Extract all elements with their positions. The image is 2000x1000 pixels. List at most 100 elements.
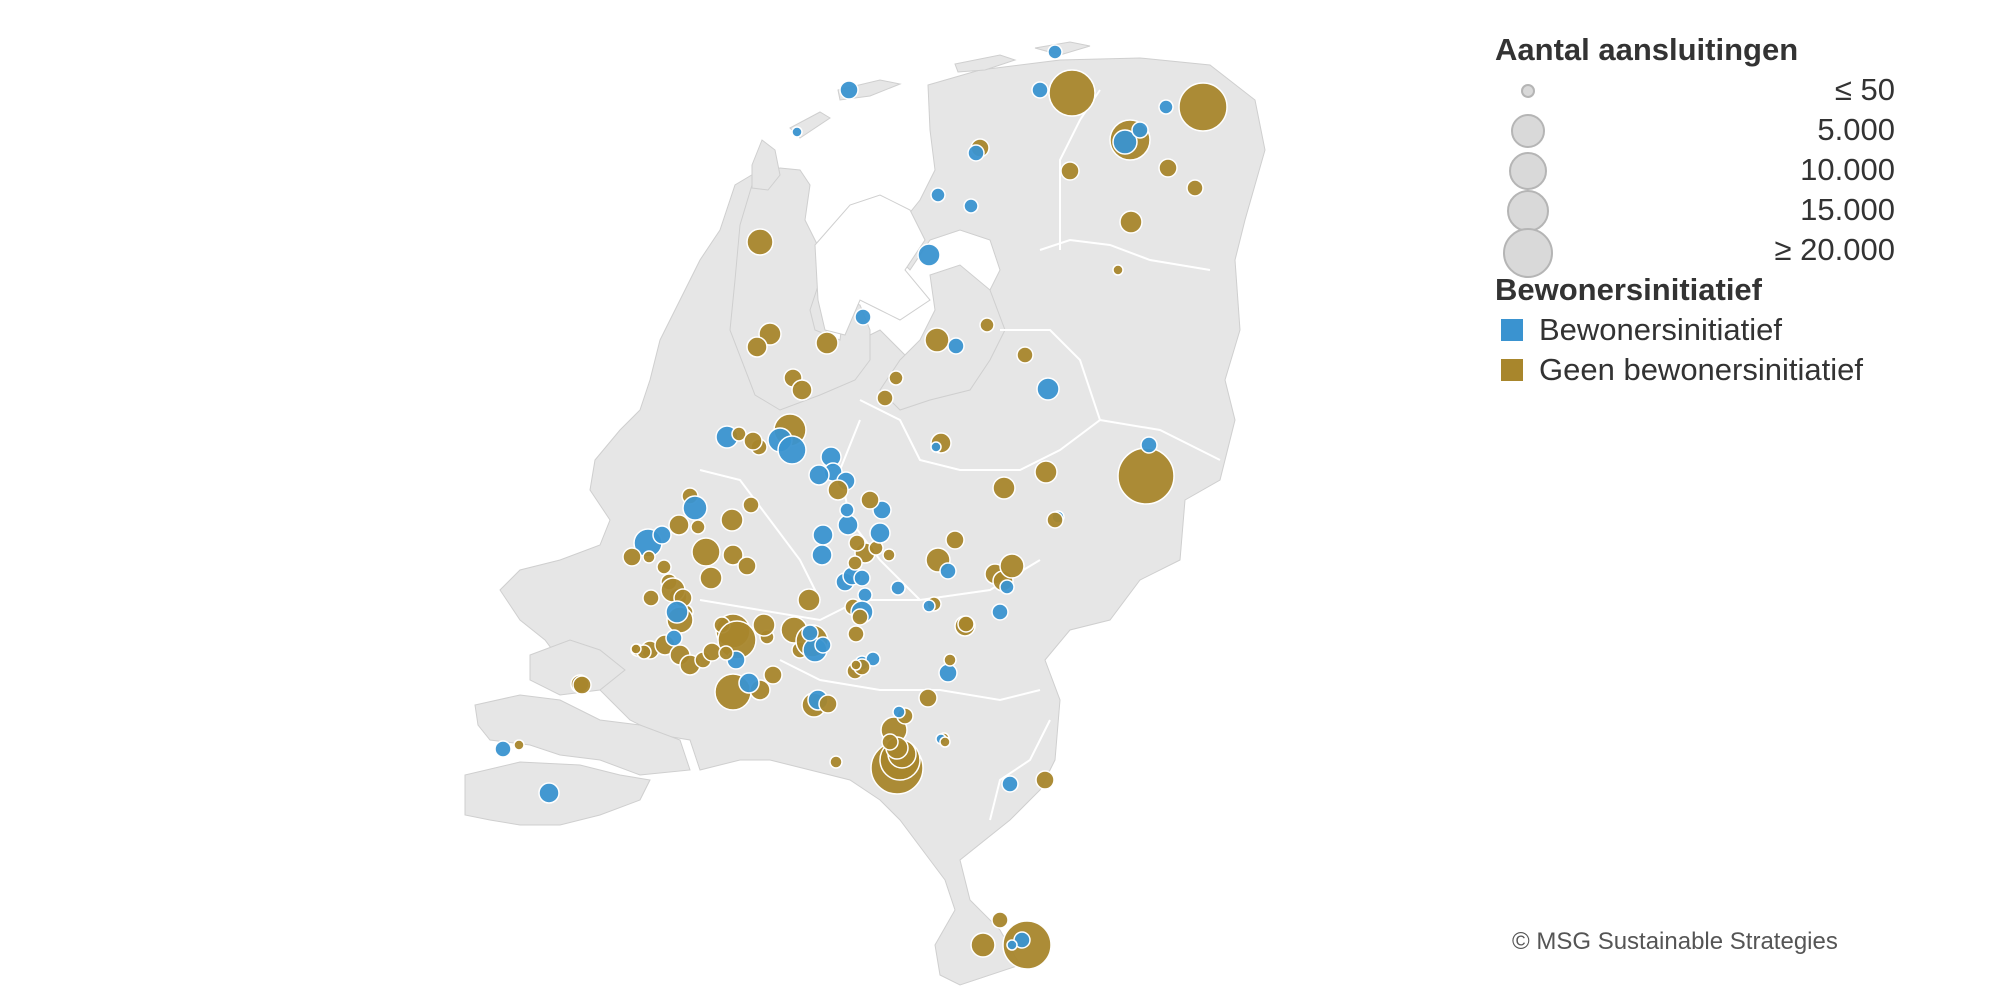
bubble-geen-bewonersinitiatief[interactable]: [1117, 447, 1175, 505]
bubble-geen-bewonersinitiatief[interactable]: [699, 566, 723, 590]
bubble-bewonersinitiatief[interactable]: [939, 562, 957, 580]
bubble-geen-bewonersinitiatief[interactable]: [999, 553, 1025, 579]
bubble-geen-bewonersinitiatief[interactable]: [668, 514, 690, 536]
bubble-geen-bewonersinitiatief[interactable]: [691, 537, 721, 567]
bubble-geen-bewonersinitiatief[interactable]: [702, 642, 722, 662]
bubble-geen-bewonersinitiatief[interactable]: [851, 608, 869, 626]
bubble-geen-bewonersinitiatief[interactable]: [847, 555, 863, 571]
bubble-geen-bewonersinitiatief[interactable]: [642, 589, 660, 607]
bubble-bewonersinitiatief[interactable]: [1140, 436, 1158, 454]
bubble-geen-bewonersinitiatief[interactable]: [746, 336, 768, 358]
bubble-geen-bewonersinitiatief[interactable]: [622, 547, 642, 567]
bubble-bewonersinitiatief[interactable]: [1031, 81, 1049, 99]
bubble-geen-bewonersinitiatief[interactable]: [1112, 264, 1124, 276]
bubble-bewonersinitiatief[interactable]: [1006, 939, 1018, 951]
bubble-bewonersinitiatief[interactable]: [917, 243, 941, 267]
bubble-geen-bewonersinitiatief[interactable]: [848, 534, 866, 552]
bubble-geen-bewonersinitiatief[interactable]: [827, 479, 849, 501]
bubble-geen-bewonersinitiatief[interactable]: [746, 228, 774, 256]
bubble-geen-bewonersinitiatief[interactable]: [847, 625, 865, 643]
bubble-geen-bewonersinitiatief[interactable]: [1046, 511, 1064, 529]
bubble-bewonersinitiatief[interactable]: [538, 782, 560, 804]
bubble-geen-bewonersinitiatief[interactable]: [992, 476, 1016, 500]
bubble-geen-bewonersinitiatief[interactable]: [881, 733, 899, 751]
bubble-bewonersinitiatief[interactable]: [991, 603, 1009, 621]
bubble-bewonersinitiatief[interactable]: [1131, 121, 1149, 139]
bubble-bewonersinitiatief[interactable]: [801, 624, 819, 642]
bubble-geen-bewonersinitiatief[interactable]: [572, 675, 592, 695]
bubble-bewonersinitiatief[interactable]: [839, 80, 859, 100]
bubble-geen-bewonersinitiatief[interactable]: [797, 588, 821, 612]
bubble-bewonersinitiatief[interactable]: [1001, 775, 1019, 793]
bubble-geen-bewonersinitiatief[interactable]: [939, 736, 951, 748]
bubble-geen-bewonersinitiatief[interactable]: [818, 694, 838, 714]
bubble-bewonersinitiatief[interactable]: [811, 544, 833, 566]
bubble-bewonersinitiatief[interactable]: [1112, 129, 1138, 155]
bubble-geen-bewonersinitiatief[interactable]: [791, 379, 813, 401]
bubble-geen-bewonersinitiatief[interactable]: [888, 370, 904, 386]
bubble-geen-bewonersinitiatief[interactable]: [1016, 346, 1034, 364]
bubble-geen-bewonersinitiatief[interactable]: [743, 431, 763, 451]
bubble-geen-bewonersinitiatief[interactable]: [924, 327, 950, 353]
bubble-geen-bewonersinitiatief[interactable]: [829, 755, 843, 769]
bubble-geen-bewonersinitiatief[interactable]: [720, 508, 744, 532]
bubble-geen-bewonersinitiatief[interactable]: [943, 653, 957, 667]
bubble-bewonersinitiatief[interactable]: [682, 495, 708, 521]
bubble-bewonersinitiatief[interactable]: [791, 126, 803, 138]
bubble-bewonersinitiatief[interactable]: [665, 629, 683, 647]
bubble-bewonersinitiatief[interactable]: [999, 579, 1015, 595]
bubble-geen-bewonersinitiatief[interactable]: [1178, 82, 1228, 132]
bubble-bewonersinitiatief[interactable]: [922, 599, 936, 613]
bubble-bewonersinitiatief[interactable]: [854, 308, 872, 326]
bubble-geen-bewonersinitiatief[interactable]: [1119, 210, 1143, 234]
bubble-bewonersinitiatief[interactable]: [808, 464, 830, 486]
bubble-bewonersinitiatief[interactable]: [892, 705, 906, 719]
bubble-bewonersinitiatief[interactable]: [930, 187, 946, 203]
bubble-bewonersinitiatief[interactable]: [947, 337, 965, 355]
bubble-geen-bewonersinitiatief[interactable]: [737, 556, 757, 576]
bubble-geen-bewonersinitiatief[interactable]: [718, 645, 734, 661]
bubble-geen-bewonersinitiatief[interactable]: [918, 688, 938, 708]
bubble-bewonersinitiatief[interactable]: [494, 740, 512, 758]
bubble-bewonersinitiatief[interactable]: [857, 587, 873, 603]
bubble-geen-bewonersinitiatief[interactable]: [1034, 460, 1058, 484]
bubble-geen-bewonersinitiatief[interactable]: [656, 559, 672, 575]
bubble-geen-bewonersinitiatief[interactable]: [513, 739, 525, 751]
bubble-bewonersinitiatief[interactable]: [777, 435, 807, 465]
bubble-geen-bewonersinitiatief[interactable]: [1186, 179, 1204, 197]
bubble-geen-bewonersinitiatief[interactable]: [850, 659, 862, 671]
bubble-bewonersinitiatief[interactable]: [839, 502, 855, 518]
bubble-geen-bewonersinitiatief[interactable]: [957, 615, 975, 633]
bubble-geen-bewonersinitiatief[interactable]: [1048, 69, 1096, 117]
bubble-geen-bewonersinitiatief[interactable]: [882, 548, 896, 562]
bubble-geen-bewonersinitiatief[interactable]: [1060, 161, 1080, 181]
bubble-bewonersinitiatief[interactable]: [967, 144, 985, 162]
bubble-geen-bewonersinitiatief[interactable]: [979, 317, 995, 333]
bubble-bewonersinitiatief[interactable]: [652, 525, 672, 545]
bubble-bewonersinitiatief[interactable]: [853, 569, 871, 587]
bubble-geen-bewonersinitiatief[interactable]: [731, 426, 747, 442]
bubble-geen-bewonersinitiatief[interactable]: [763, 665, 783, 685]
bubble-geen-bewonersinitiatief[interactable]: [1158, 158, 1178, 178]
bubble-geen-bewonersinitiatief[interactable]: [752, 613, 776, 637]
bubble-geen-bewonersinitiatief[interactable]: [970, 932, 996, 958]
bubble-geen-bewonersinitiatief[interactable]: [690, 519, 706, 535]
bubble-bewonersinitiatief[interactable]: [665, 600, 689, 624]
bubble-bewonersinitiatief[interactable]: [963, 198, 979, 214]
bubble-geen-bewonersinitiatief[interactable]: [876, 389, 894, 407]
bubble-geen-bewonersinitiatief[interactable]: [1035, 770, 1055, 790]
bubble-bewonersinitiatief[interactable]: [837, 514, 859, 536]
bubble-bewonersinitiatief[interactable]: [738, 672, 760, 694]
bubble-geen-bewonersinitiatief[interactable]: [991, 911, 1009, 929]
bubble-bewonersinitiatief[interactable]: [814, 636, 832, 654]
bubble-bewonersinitiatief[interactable]: [938, 663, 958, 683]
bubble-bewonersinitiatief[interactable]: [869, 522, 891, 544]
bubble-bewonersinitiatief[interactable]: [1158, 99, 1174, 115]
bubble-geen-bewonersinitiatief[interactable]: [860, 490, 880, 510]
bubble-bewonersinitiatief[interactable]: [930, 441, 942, 453]
bubble-geen-bewonersinitiatief[interactable]: [642, 550, 656, 564]
bubble-bewonersinitiatief[interactable]: [890, 580, 906, 596]
bubble-geen-bewonersinitiatief[interactable]: [630, 643, 642, 655]
bubble-geen-bewonersinitiatief[interactable]: [742, 496, 760, 514]
bubble-bewonersinitiatief[interactable]: [1036, 377, 1060, 401]
